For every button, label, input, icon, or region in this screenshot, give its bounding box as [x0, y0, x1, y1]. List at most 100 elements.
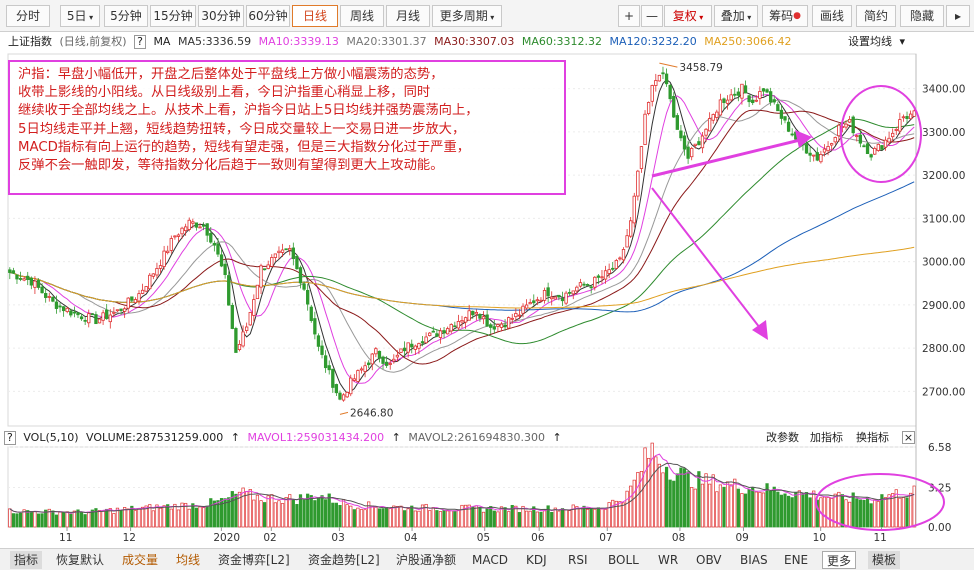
tab-volume[interactable]: 成交量	[122, 553, 159, 567]
period-tab-weekly[interactable]: 周线	[340, 5, 384, 27]
candle	[417, 343, 421, 349]
tab-rsi[interactable]: RSI	[568, 553, 588, 567]
tab-northbound[interactable]: 沪股通净额	[396, 553, 457, 567]
help-icon[interactable]: ?	[134, 35, 146, 49]
tab-ene[interactable]: ENE	[784, 553, 809, 567]
candle	[575, 286, 579, 292]
tab-ma[interactable]: 均线	[176, 553, 201, 567]
candle	[679, 130, 683, 139]
volume-value: VOLUME:287531259.000	[86, 431, 224, 444]
volume-bar	[112, 513, 116, 528]
candle	[445, 328, 450, 335]
volume-bar	[460, 504, 464, 528]
volume-bar	[29, 511, 33, 528]
volume-bar	[87, 511, 91, 528]
volume-bar	[729, 484, 733, 528]
add-indicator-button[interactable]: 加指标	[810, 431, 843, 444]
volume-bar	[769, 490, 773, 528]
volume-bar	[105, 508, 109, 528]
candle	[29, 277, 33, 286]
zoom-out-button[interactable]: —	[641, 5, 663, 27]
candle	[496, 324, 500, 327]
tab-fund-trend[interactable]: 资金趋势[L2]	[308, 553, 380, 567]
analysis-note-line: 收带上影线的小阳线。从日线级别上看，今日沪指重心稍显上移，同时	[18, 85, 431, 101]
candle	[517, 314, 522, 317]
tab-indicators[interactable]: 指标	[10, 551, 43, 569]
candle	[341, 394, 346, 401]
indicator-tab-bar: 指标 恢复默认 成交量 均线 资金博弈[L2] 资金趋势[L2] 沪股通净额 M…	[0, 548, 974, 570]
period-tab-daily[interactable]: 日线	[292, 5, 338, 27]
candle	[234, 328, 238, 353]
volume-bar	[625, 490, 629, 528]
volume-bar	[367, 501, 371, 528]
candle	[8, 269, 12, 273]
candle	[754, 99, 758, 102]
volume-bar	[858, 499, 862, 528]
candle	[779, 109, 784, 119]
tab-macd[interactable]: MACD	[472, 553, 508, 567]
candle	[327, 365, 331, 371]
candle	[751, 99, 755, 104]
period-tab-fenshi[interactable]: 分时	[6, 5, 50, 27]
period-tab-15min[interactable]: 15分钟	[150, 5, 196, 27]
overlay-dropdown[interactable]: 叠加 ▾	[714, 5, 758, 27]
chevron-down-icon: ▾	[744, 13, 752, 22]
volume-bar	[668, 479, 672, 528]
candle	[733, 93, 737, 96]
ma120-value: MA120:3232.20	[609, 35, 697, 48]
volume-bar	[496, 511, 500, 528]
fuquan-dropdown[interactable]: 复权 ▾	[664, 5, 712, 27]
candle	[374, 348, 378, 355]
candle	[747, 95, 751, 103]
tab-template[interactable]: 模板	[868, 551, 901, 569]
volume-bar	[629, 485, 633, 528]
period-tab-30min[interactable]: 30分钟	[198, 5, 244, 27]
volume-bar	[467, 504, 471, 528]
volume-bar	[201, 507, 206, 528]
draw-line-button[interactable]: 画线	[812, 5, 852, 27]
tab-kdj[interactable]: KDJ	[526, 553, 547, 567]
candle	[140, 289, 145, 294]
expand-icon[interactable]: ▸	[946, 5, 970, 27]
close-icon[interactable]: ×	[902, 431, 915, 444]
tab-restore-default[interactable]: 恢复默认	[56, 553, 105, 567]
volume-bar	[894, 489, 898, 528]
candle	[349, 377, 353, 395]
volume-bar	[198, 506, 202, 528]
volume-bar	[514, 505, 518, 528]
tab-boll[interactable]: BOLL	[608, 553, 639, 567]
candle	[880, 145, 884, 150]
change-params-button[interactable]: 改参数	[766, 431, 799, 444]
candle	[539, 299, 543, 302]
tab-wr[interactable]: WR	[658, 553, 679, 567]
zoom-in-button[interactable]: +	[618, 5, 640, 27]
chip-button[interactable]: 筹码●	[762, 5, 808, 27]
period-tab-5min[interactable]: 5分钟	[104, 5, 148, 27]
volume-bar	[356, 507, 360, 528]
ma120-line	[9, 181, 915, 313]
volume-bar	[542, 510, 547, 528]
hide-button[interactable]: 隐藏	[900, 5, 944, 27]
volume-bar	[169, 508, 173, 528]
price-tick-label: 2800.00	[922, 343, 965, 355]
volume-help-icon[interactable]: ?	[4, 431, 16, 445]
volume-bar	[410, 505, 414, 528]
period-tab-60min[interactable]: 60分钟	[246, 5, 290, 27]
volume-bar	[180, 502, 184, 528]
period-tab-monthly[interactable]: 月线	[386, 5, 430, 27]
tab-bias[interactable]: BIAS	[740, 553, 768, 567]
candle	[869, 154, 873, 158]
volume-bar	[546, 505, 550, 528]
period-tab-5day[interactable]: 5日 ▾	[60, 5, 100, 27]
tab-more[interactable]: 更多	[822, 551, 857, 569]
volume-bar	[385, 507, 389, 528]
more-periods-dropdown[interactable]: 更多周期 ▾	[432, 5, 502, 27]
tab-fund-game[interactable]: 资金博弈[L2]	[218, 553, 290, 567]
ma-settings-dropdown[interactable]: 设置均线 ▾	[848, 32, 905, 52]
switch-indicator-button[interactable]: 换指标	[856, 431, 889, 444]
candle	[105, 309, 109, 320]
candle	[632, 195, 636, 224]
tab-obv[interactable]: OBV	[696, 553, 722, 567]
simple-mode-button[interactable]: 简约	[856, 5, 896, 27]
